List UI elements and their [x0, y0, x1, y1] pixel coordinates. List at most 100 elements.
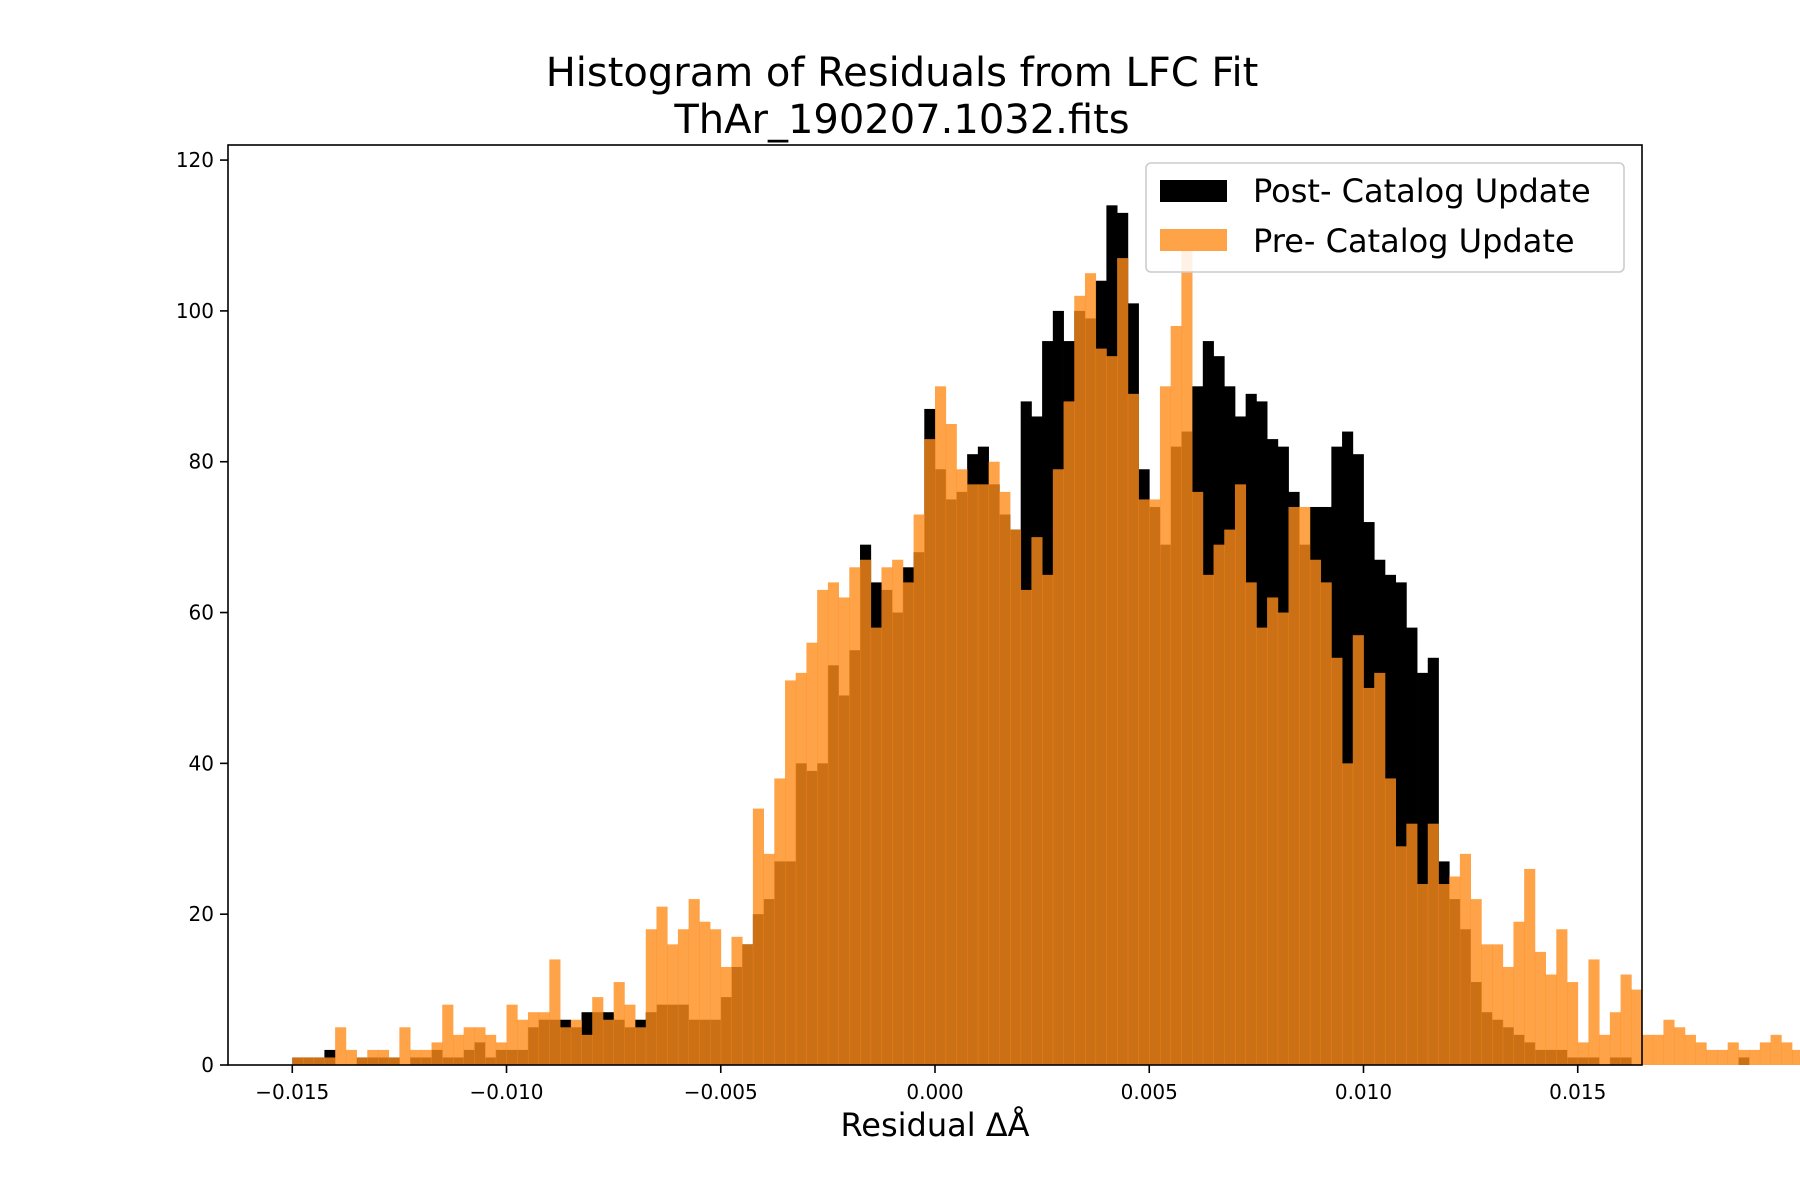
histogram-bar-pre: [1052, 469, 1064, 1065]
histogram-bar-pre: [1481, 944, 1493, 1065]
histogram-bar-pre: [1609, 1012, 1621, 1065]
histogram-bar-pre: [1406, 823, 1418, 1065]
bars-layer: [292, 205, 1800, 1066]
histogram-bar-pre: [1470, 899, 1482, 1065]
histogram-bar-pre: [345, 1049, 357, 1065]
histogram-bar-pre: [860, 559, 872, 1065]
histogram-bar-pre: [785, 680, 797, 1065]
histogram-bar-pre: [1267, 597, 1279, 1065]
histogram-bar-pre: [817, 589, 829, 1065]
histogram-bar-pre: [356, 1057, 368, 1065]
histogram-bar-pre: [742, 944, 754, 1065]
histogram-bar-pre: [410, 1049, 422, 1065]
histogram-bar-pre: [1567, 982, 1579, 1065]
histogram-bar-pre: [710, 929, 722, 1065]
histogram-bar-pre: [795, 672, 807, 1065]
histogram-bar-pre: [495, 1042, 507, 1065]
histogram-bar-pre: [913, 514, 925, 1065]
legend-frame: [1145, 162, 1625, 273]
histogram-bar-pre: [1149, 499, 1161, 1065]
histogram-bar-pre: [602, 1019, 615, 1065]
histogram-bar-pre: [967, 484, 979, 1066]
histogram-bar-pre: [1363, 687, 1375, 1065]
histogram-bar-pre: [1299, 506, 1311, 1066]
histogram-bar-pre: [1642, 1034, 1654, 1065]
histogram-bar-post: [1417, 672, 1429, 1065]
x-tick-label: −0.010: [470, 1080, 544, 1104]
histogram-bar-pre: [977, 484, 989, 1066]
histogram-bar-pre: [1438, 884, 1450, 1065]
histogram-bar-pre: [645, 929, 657, 1065]
histogram-bar-pre: [431, 1042, 443, 1065]
histogram-bar-pre: [313, 1057, 325, 1065]
histogram-bar-pre: [1631, 989, 1643, 1065]
histogram-bar-pre: [774, 778, 786, 1065]
x-axis-label: Residual ΔÅ: [840, 1106, 1029, 1144]
histogram-bar-pre: [1320, 582, 1332, 1065]
histogram-bar-pre: [1449, 876, 1461, 1065]
histogram-bar-pre: [570, 1019, 582, 1065]
histogram-bar-pre: [1652, 1034, 1664, 1065]
histogram-bar-pre: [1031, 537, 1043, 1065]
y-tick-label: 80: [189, 450, 214, 474]
histogram-bar-post: [1342, 431, 1354, 1065]
histogram-bar-pre: [367, 1049, 379, 1065]
histogram-bar-pre: [881, 567, 893, 1065]
histogram-bar-pre: [442, 1004, 454, 1065]
histogram-bar-pre: [581, 1034, 593, 1065]
histogram-bar-pre: [838, 597, 850, 1065]
x-tick-label: 0.010: [1335, 1080, 1392, 1104]
histogram-bar-pre: [1395, 846, 1407, 1065]
legend-swatch-pre: [1160, 229, 1227, 251]
histogram-bar-pre: [1674, 1027, 1686, 1065]
histogram-bar-pre: [335, 1027, 347, 1065]
histogram-bar-pre: [720, 966, 732, 1065]
histogram-bar-pre: [1020, 589, 1032, 1065]
histogram-bar-pre: [1074, 295, 1086, 1065]
histogram-bar-pre: [1138, 499, 1150, 1065]
legend-swatch-post: [1160, 180, 1227, 202]
histogram-bar-pre: [806, 642, 818, 1065]
histogram-bar-pre: [1663, 1019, 1675, 1065]
histogram-bar-pre: [324, 1057, 336, 1065]
histogram-bar-pre: [956, 469, 968, 1065]
histogram-bar-pre: [377, 1049, 390, 1065]
histogram-bar-pre: [731, 936, 743, 1065]
histogram-bar-pre: [420, 1049, 432, 1065]
histogram-bar-pre: [1738, 1049, 1750, 1065]
histogram-bar-pre: [699, 921, 711, 1065]
histogram-bar-pre: [388, 1057, 400, 1065]
histogram-bar-pre: [1695, 1042, 1707, 1065]
histogram-bar-pre: [560, 1027, 572, 1065]
histogram-bar-pre: [1620, 974, 1632, 1065]
plot-frame: [227, 144, 1643, 1066]
histogram-bar-pre: [485, 1034, 497, 1065]
histogram-bar-pre: [1459, 853, 1471, 1065]
histogram-bar-pre: [1374, 672, 1386, 1065]
histogram-bar-pre: [1534, 951, 1546, 1065]
histogram-bar-pre: [892, 559, 904, 1065]
histogram-bar-pre: [1309, 559, 1322, 1065]
histogram-bar-pre: [1588, 959, 1600, 1065]
histogram-bar-pre: [1331, 657, 1343, 1065]
histogram-bar-pre: [688, 899, 700, 1065]
histogram-bar-pre: [1256, 627, 1268, 1065]
histogram-bar-pre: [1224, 529, 1236, 1065]
histogram-bar-pre: [1277, 612, 1289, 1065]
histogram-bar-pre: [1234, 484, 1247, 1066]
histogram-bar-pre: [624, 1004, 636, 1065]
histogram-bar-pre: [549, 959, 561, 1065]
histogram-bar-pre: [752, 808, 764, 1065]
histogram-bar-pre: [656, 906, 668, 1065]
histogram-bar-pre: [667, 944, 679, 1065]
histogram-bar-pre: [1342, 763, 1354, 1065]
histogram-bar-pre: [1170, 325, 1182, 1066]
histogram-bar-pre: [999, 491, 1011, 1065]
histogram-bar-pre: [1084, 273, 1097, 1065]
y-tick-label: 0: [201, 1053, 214, 1077]
histogram-bar-pre: [1684, 1034, 1696, 1065]
histogram-bar-pre: [1770, 1034, 1782, 1065]
histogram-bar-pre: [1159, 386, 1172, 1065]
histogram-bar-pre: [870, 627, 882, 1065]
y-tick-label: 40: [189, 751, 214, 775]
